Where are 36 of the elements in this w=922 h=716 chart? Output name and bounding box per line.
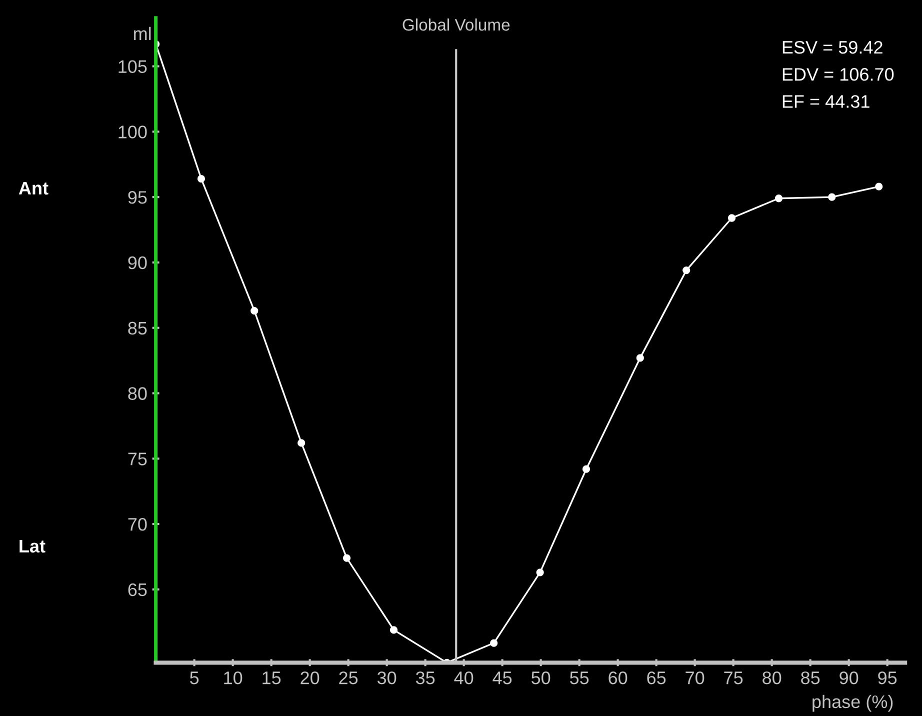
y-tick-label: 80 xyxy=(128,387,147,400)
annotation: ESV = 59.42 xyxy=(782,40,882,54)
y-tick-label: 65 xyxy=(128,583,147,596)
annotation: EDV = 106.70 xyxy=(782,68,894,81)
x-tick-label: 50 xyxy=(532,671,550,684)
x-tick-label: 25 xyxy=(339,671,358,684)
annotation: EF = 44.31 xyxy=(782,95,870,108)
x-tick-label: 30 xyxy=(377,671,396,684)
x-tick-label: 20 xyxy=(300,671,320,684)
y-tick-label: 85 xyxy=(128,322,147,335)
x-tick-label: 80 xyxy=(762,671,782,684)
x-tick-label: 65 xyxy=(647,671,666,684)
text: Lat xyxy=(20,540,46,553)
x-tick-label: 85 xyxy=(801,671,820,684)
x-tick-label: 70 xyxy=(686,671,704,684)
x-tick-label: 5 xyxy=(190,672,199,684)
y-tick-label: 100 xyxy=(118,126,147,138)
x-axis-title: phase (%) xyxy=(812,694,893,712)
x-tick-label: 45 xyxy=(492,672,512,684)
y-axis-title: ml xyxy=(134,26,151,40)
x-tick-label: 75 xyxy=(724,672,743,684)
y-tick-label: 90 xyxy=(128,256,147,270)
x-tick-label: 95 xyxy=(878,671,897,684)
x-tick-label: 55 xyxy=(570,672,589,684)
x-tick-label: 10 xyxy=(224,671,242,684)
ref-line-label: Global Volume xyxy=(402,18,510,31)
text: Ant xyxy=(18,182,48,195)
x-tick-label: 90 xyxy=(840,671,858,684)
y-tick-label: 70 xyxy=(128,518,147,531)
x-tick-label: 15 xyxy=(262,672,281,684)
x-tick-label: 35 xyxy=(416,671,435,684)
y-tick-label: 95 xyxy=(128,191,147,204)
y-tick-label: 105 xyxy=(118,60,147,74)
x-tick-label: 40 xyxy=(454,671,474,684)
x-tick-label: 60 xyxy=(608,671,628,684)
y-tick-label: 75 xyxy=(128,452,147,466)
